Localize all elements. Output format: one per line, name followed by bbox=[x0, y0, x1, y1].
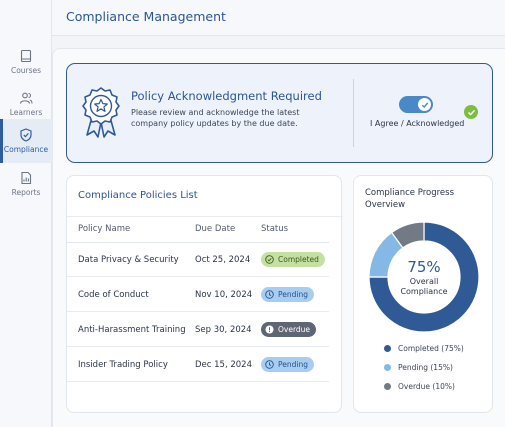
status-badge: Pending bbox=[261, 287, 314, 302]
legend-label: Overdue (10%) bbox=[398, 382, 455, 391]
divider bbox=[67, 216, 343, 217]
acknowledge-label: I Agree / Acknowledged bbox=[370, 119, 465, 128]
alert-icon bbox=[265, 325, 274, 334]
progress-donut-chart bbox=[368, 221, 480, 333]
policy-name: Anti-Harassment Training bbox=[78, 325, 186, 335]
table-row[interactable]: Code of Conduct Nov 10, 2024 Pending bbox=[67, 278, 329, 312]
policy-acknowledgment-banner: Policy Acknowledgment Required Please re… bbox=[66, 63, 493, 163]
sidebar-item-learners[interactable]: Learners bbox=[0, 82, 52, 126]
legend-swatch bbox=[384, 364, 391, 371]
table-header-divider bbox=[67, 242, 329, 243]
status-text: Completed bbox=[278, 255, 319, 264]
acknowledge-toggle[interactable] bbox=[399, 96, 433, 113]
legend-item-overdue: Overdue (10%) bbox=[384, 382, 455, 391]
legend-label: Completed (75%) bbox=[398, 344, 464, 353]
sidebar-item-label: Learners bbox=[9, 108, 43, 117]
column-header-due-date: Due Date bbox=[195, 224, 236, 234]
due-date: Sep 30, 2024 bbox=[195, 325, 252, 335]
due-date: Dec 15, 2024 bbox=[195, 360, 253, 370]
donut-segment-completed bbox=[368, 221, 480, 333]
sidebar-item-courses[interactable]: Courses bbox=[0, 40, 52, 84]
page-title: Compliance Management bbox=[66, 9, 226, 24]
policy-name: Code of Conduct bbox=[78, 290, 149, 300]
page-header: Compliance Management bbox=[52, 0, 505, 36]
shield-icon bbox=[20, 128, 32, 142]
people-icon bbox=[19, 92, 33, 104]
overall-label: Overall Compliance bbox=[400, 277, 448, 296]
legend-swatch bbox=[384, 345, 391, 352]
report-icon bbox=[21, 171, 32, 185]
banner-description: Please review and acknowledge the latest… bbox=[131, 108, 300, 128]
status-badge: Pending bbox=[261, 357, 314, 372]
legend-item-completed: Completed (75%) bbox=[384, 344, 464, 353]
policy-name: Insider Trading Policy bbox=[78, 360, 168, 370]
banner-title: Policy Acknowledgment Required bbox=[131, 89, 322, 103]
sidebar-item-reports[interactable]: Reports bbox=[0, 162, 52, 206]
sidebar: Courses Learners Compliance Reports bbox=[0, 0, 52, 427]
banner-divider bbox=[353, 79, 354, 147]
clock-icon bbox=[265, 290, 274, 299]
legend-item-pending: Pending (15%) bbox=[384, 363, 453, 372]
check-icon bbox=[421, 102, 428, 108]
table-row[interactable]: Data Privacy & Security Oct 25, 2024 Com… bbox=[67, 243, 329, 277]
column-header-status: Status bbox=[261, 224, 289, 234]
column-header-policy-name: Policy Name bbox=[78, 224, 131, 234]
overall-percentage: 75% bbox=[407, 258, 441, 276]
table-row[interactable]: Anti-Harassment Training Sep 30, 2024 Ov… bbox=[67, 313, 329, 347]
clock-icon bbox=[265, 360, 274, 369]
award-badge-icon bbox=[82, 87, 120, 138]
status-text: Pending bbox=[278, 360, 308, 369]
policies-title: Compliance Policies List bbox=[78, 190, 198, 201]
table-row[interactable]: Insider Trading Policy Dec 15, 2024 Pend… bbox=[67, 348, 329, 382]
check-circle-icon bbox=[265, 255, 274, 264]
legend-label: Pending (15%) bbox=[398, 363, 453, 372]
policy-name: Data Privacy & Security bbox=[78, 255, 179, 265]
compliance-policies-card: Compliance Policies List Policy Name Due… bbox=[66, 175, 343, 413]
sidebar-item-compliance[interactable]: Compliance bbox=[0, 119, 52, 163]
toggle-knob bbox=[418, 98, 431, 111]
compliance-progress-card: Compliance Progress Overview 75% Overall… bbox=[353, 175, 493, 413]
status-text: Overdue bbox=[278, 325, 311, 334]
sidebar-item-label: Compliance bbox=[3, 145, 49, 154]
due-date: Nov 10, 2024 bbox=[195, 290, 253, 300]
sidebar-item-label: Reports bbox=[11, 188, 41, 197]
sidebar-item-label: Courses bbox=[10, 66, 42, 75]
legend-swatch bbox=[384, 383, 391, 390]
status-badge: Overdue bbox=[261, 322, 317, 337]
progress-title: Compliance Progress Overview bbox=[365, 188, 455, 210]
book-icon bbox=[20, 49, 32, 63]
status-text: Pending bbox=[278, 290, 308, 299]
acknowledged-check-icon bbox=[464, 105, 478, 119]
donut-segment-overdue bbox=[390, 221, 425, 249]
due-date: Oct 25, 2024 bbox=[195, 255, 251, 265]
status-badge: Completed bbox=[261, 252, 325, 267]
